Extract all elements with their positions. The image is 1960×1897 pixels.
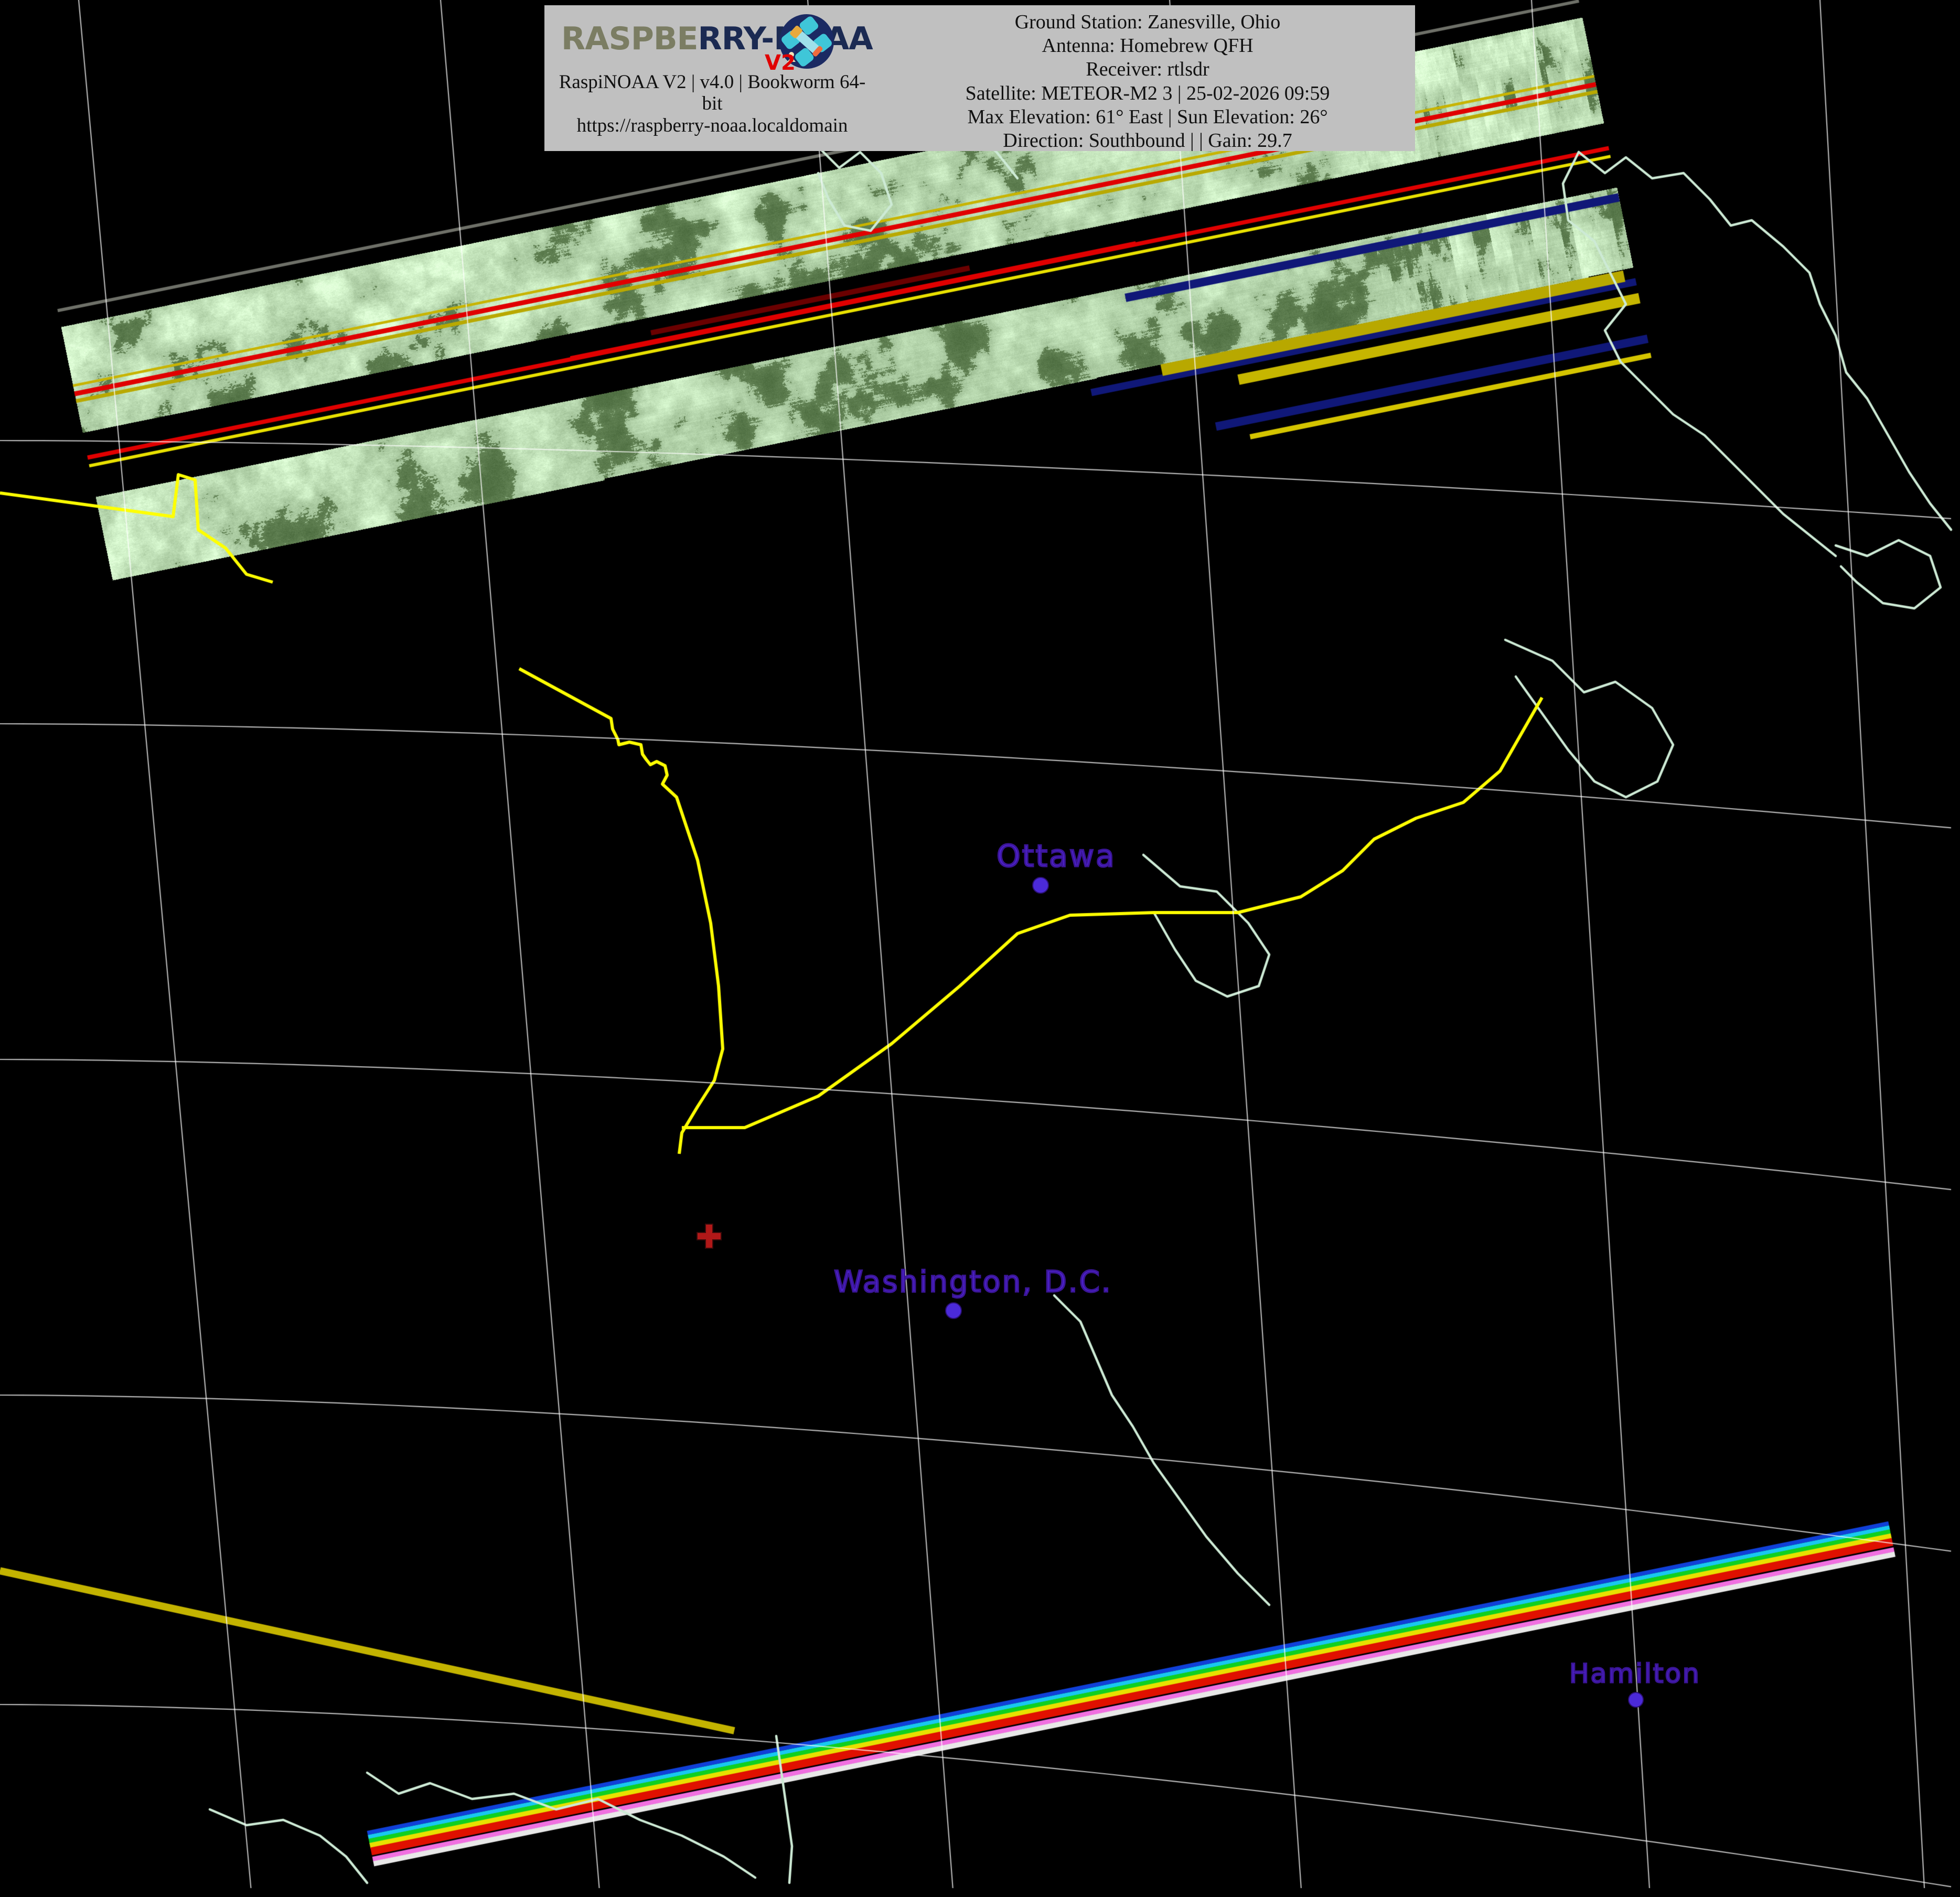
- branding-block: RASPBERRY-NOAA: [544, 5, 880, 151]
- ground-station-marker-icon: [695, 1222, 723, 1250]
- raspberry-noaa-logo: RASPBERRY-NOAA: [555, 12, 873, 75]
- info-header-panel: RASPBERRY-NOAA: [544, 5, 1415, 152]
- meta-antenna: Antenna: Homebrew QFH: [1042, 35, 1254, 57]
- meta-receiver: Receiver: rtlsdr: [1086, 58, 1209, 81]
- branding-text-lines: RaspiNOAA V2 | v4.0 | Bookworm 64- bit h…: [550, 71, 875, 136]
- logo-wordmark-part-a: RASPBE: [561, 20, 699, 57]
- meta-direction-gain: Direction: Southbound | | Gain: 29.7: [1003, 130, 1292, 152]
- branding-line-version: RaspiNOAA V2 | v4.0 | Bookworm 64-: [559, 71, 866, 93]
- branding-line-url[interactable]: https://raspberry-noaa.localdomain: [576, 114, 848, 136]
- satellite-icon: [778, 13, 836, 70]
- meta-elevations: Max Elevation: 61° East | Sun Elevation:…: [967, 105, 1328, 128]
- meta-satellite-time: Satellite: METEOR-M2 3 | 25-02-2026 09:5…: [965, 82, 1330, 104]
- pass-metadata-block: Ground Station: Zanesville, Ohio Antenna…: [880, 5, 1415, 152]
- meta-ground-station: Ground Station: Zanesville, Ohio: [1014, 11, 1281, 33]
- logo-version-badge: V2: [765, 51, 796, 75]
- branding-line-bit: bit: [702, 93, 723, 115]
